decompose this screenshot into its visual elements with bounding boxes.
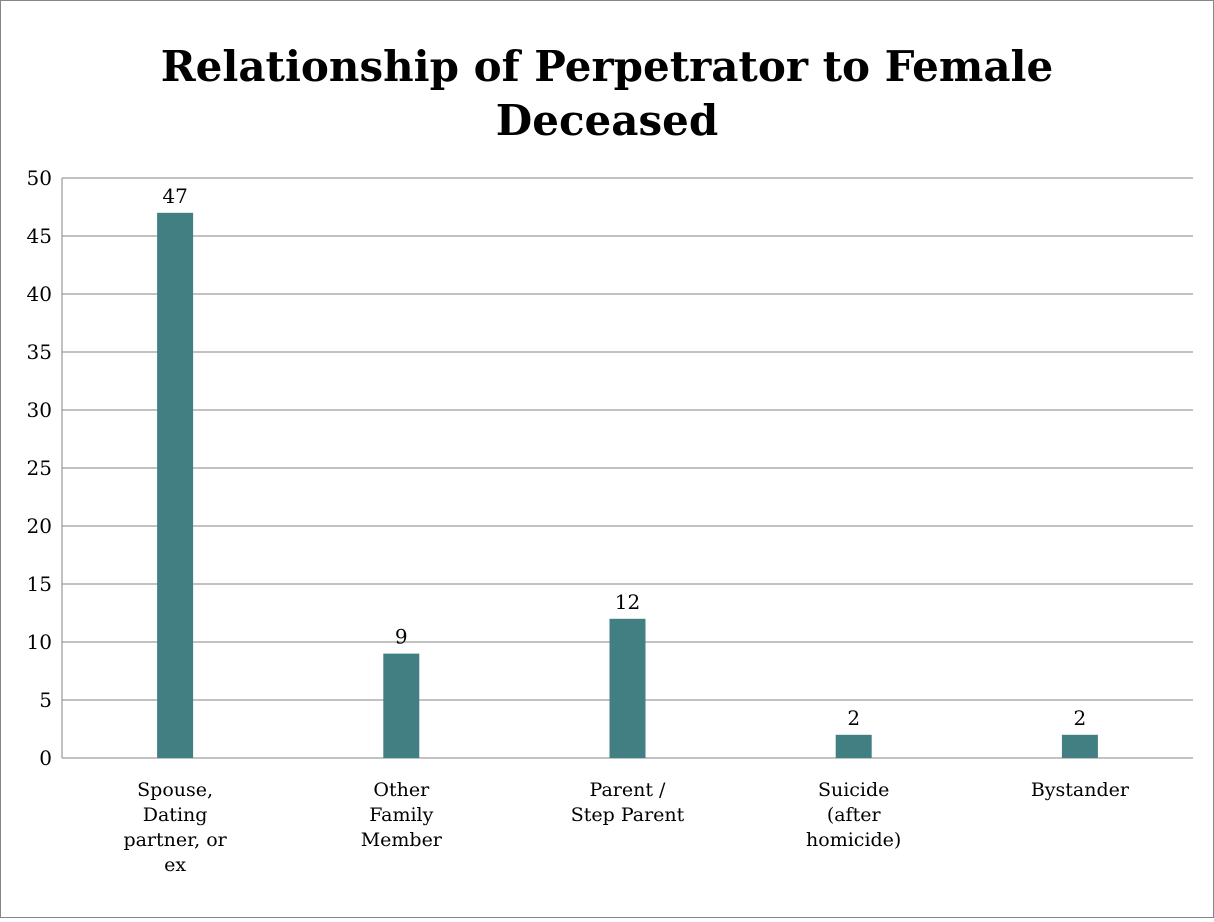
y-tick-label: 40 xyxy=(27,282,52,306)
bar xyxy=(383,653,420,758)
x-tick-label: Spouse, Dating partner, or ex xyxy=(123,779,227,876)
y-tick-label: 50 xyxy=(27,166,52,190)
y-tick-label: 45 xyxy=(27,224,52,248)
y-tick-label: 5 xyxy=(39,688,52,712)
x-tick-label: Parent / Step Parent xyxy=(570,779,685,826)
y-tick-label: 0 xyxy=(39,746,52,770)
x-tick-label-box: Parent / Step Parent xyxy=(570,779,685,826)
x-tick-label-box: Suicide (after homicide) xyxy=(806,779,902,851)
y-tick-label: 35 xyxy=(27,340,52,364)
x-tick-label-box: Spouse, Dating partner, or ex xyxy=(123,779,227,876)
value-label: 2 xyxy=(1074,706,1087,730)
y-tick-label: 30 xyxy=(27,398,52,422)
x-tick-label: Suicide (after homicide) xyxy=(806,779,902,851)
bar xyxy=(157,212,194,759)
value-label: 47 xyxy=(162,184,187,208)
value-label: 9 xyxy=(395,625,408,649)
bar xyxy=(835,734,872,758)
x-tick-label: Bystander xyxy=(1030,779,1129,801)
bar xyxy=(609,618,646,758)
value-label: 2 xyxy=(847,706,860,730)
y-tick-label: 10 xyxy=(27,630,52,654)
x-tick-label: Other Family Member xyxy=(360,779,442,851)
bar xyxy=(1061,734,1098,758)
title-box: Relationship of Perpetrator to Female De… xyxy=(160,42,1054,145)
y-tick-label: 25 xyxy=(27,456,52,480)
x-tick-label-box: Bystander xyxy=(1030,779,1129,801)
chart-title: Relationship of Perpetrator to Female De… xyxy=(160,42,1054,145)
x-tick-label-box: Other Family Member xyxy=(360,779,442,851)
y-tick-label: 20 xyxy=(27,514,52,538)
value-label: 12 xyxy=(615,590,640,614)
y-tick-label: 15 xyxy=(27,572,52,596)
